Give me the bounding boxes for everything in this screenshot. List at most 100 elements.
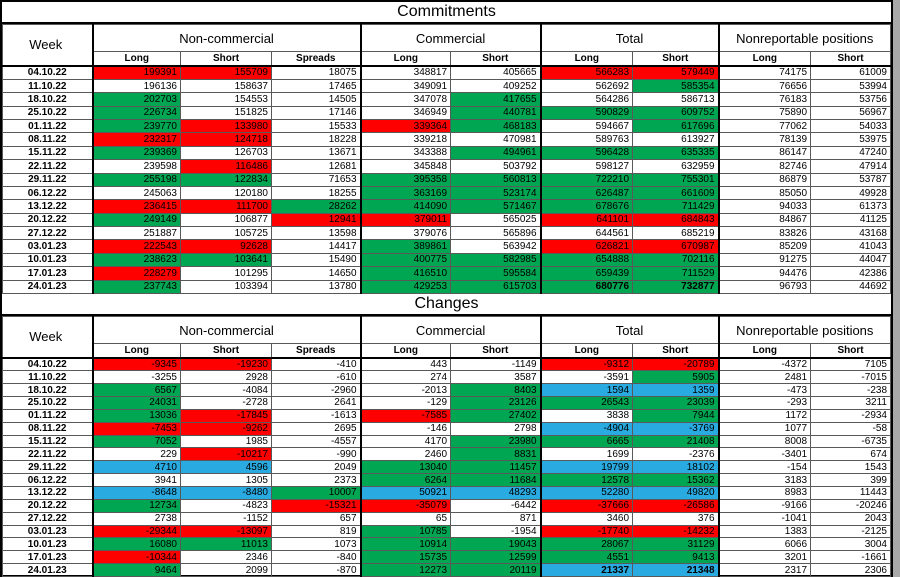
value-cell: 657 bbox=[270, 511, 362, 526]
value-cell: 674 bbox=[810, 447, 891, 462]
value-cell: -129 bbox=[359, 396, 452, 410]
value-cell: -1149 bbox=[450, 356, 542, 372]
value-cell: 732877 bbox=[632, 279, 720, 295]
value-cell: 236415 bbox=[91, 199, 181, 214]
table-row: 03.01.23 -29344 -13097 819 10785 -1954 -17740-… bbox=[2, 524, 891, 539]
value-cell: 222543 bbox=[91, 239, 181, 254]
value-cell: 229 bbox=[91, 447, 181, 462]
header-row: Week Non-commercial Commercial Total Nonrepo… bbox=[2, 24, 891, 66]
value-cell: 585354 bbox=[632, 78, 720, 94]
value-cell: 255198 bbox=[91, 172, 181, 187]
value-cell: 586713 bbox=[632, 92, 720, 107]
value-cell: -8480 bbox=[180, 485, 272, 500]
value-cell: -4904 bbox=[539, 421, 634, 436]
week-cell: 20.12.22 bbox=[2, 498, 93, 513]
value-cell: -840 bbox=[270, 550, 362, 565]
value-cell: -29344 bbox=[91, 524, 181, 539]
value-cell: 1985 bbox=[180, 434, 272, 449]
value-cell: 94033 bbox=[717, 199, 812, 214]
table-row: 20.12.22 12734 -4823 -15321 -35079 -6442 -3766… bbox=[2, 498, 891, 513]
value-cell: 96793 bbox=[717, 279, 812, 295]
value-cell: 5905 bbox=[632, 370, 720, 385]
value-cell: 414090 bbox=[359, 199, 452, 214]
changes-title: Changes bbox=[2, 294, 891, 316]
value-cell: 232317 bbox=[91, 132, 181, 147]
value-cell: 711429 bbox=[632, 199, 720, 214]
week-cell: 25.10.22 bbox=[2, 396, 93, 410]
value-cell: 53787 bbox=[810, 172, 891, 187]
week-cell: 04.10.22 bbox=[2, 356, 93, 372]
value-cell: -7015 bbox=[810, 370, 891, 385]
value-cell: 8008 bbox=[717, 434, 812, 449]
value-cell: 565896 bbox=[450, 226, 542, 241]
value-cell: 13040 bbox=[359, 460, 452, 475]
value-cell: 151825 bbox=[180, 105, 272, 121]
value-cell: 579449 bbox=[632, 65, 720, 80]
week-cell: 27.12.22 bbox=[2, 226, 93, 241]
value-cell: 158637 bbox=[180, 78, 272, 94]
value-cell: 339218 bbox=[359, 132, 452, 147]
table-row: 24.01.23 9464 2099 -870 12273 20119 21337 21348… bbox=[2, 563, 891, 577]
value-cell: -293 bbox=[717, 396, 812, 410]
table-row: 17.01.23 228279 101295 14650 416510 595584 659… bbox=[2, 266, 891, 281]
value-cell: -1041 bbox=[717, 511, 812, 526]
value-cell: 14505 bbox=[270, 92, 362, 107]
week-cell: 03.01.23 bbox=[2, 524, 93, 539]
value-cell: 494961 bbox=[450, 145, 542, 161]
value-cell: 78139 bbox=[717, 132, 812, 147]
group-header: Nonreportable positions bbox=[717, 24, 891, 52]
value-cell: 4710 bbox=[91, 460, 181, 475]
value-cell: 17465 bbox=[270, 78, 362, 94]
value-cell: 685219 bbox=[632, 226, 720, 241]
value-cell: -2728 bbox=[180, 396, 272, 410]
value-cell: 65 bbox=[359, 511, 452, 526]
value-cell: 245063 bbox=[91, 185, 181, 201]
value-cell: 2049 bbox=[270, 460, 362, 475]
value-cell: 82746 bbox=[717, 159, 812, 174]
week-cell: 18.10.22 bbox=[2, 383, 93, 398]
value-cell: 26543 bbox=[539, 396, 634, 410]
week-cell: 24.01.23 bbox=[2, 279, 93, 295]
column-header: Short bbox=[810, 343, 891, 358]
value-cell: 563942 bbox=[450, 239, 542, 254]
table-row: 29.11.22 4710 4596 2049 13040 11457 19799 18102… bbox=[2, 460, 891, 475]
value-cell: 598127 bbox=[539, 159, 634, 174]
value-cell: -2013 bbox=[359, 383, 452, 398]
value-cell: -1613 bbox=[270, 408, 362, 423]
value-cell: 589763 bbox=[539, 132, 634, 147]
value-cell: 17146 bbox=[270, 105, 362, 121]
value-cell: 42386 bbox=[810, 266, 891, 281]
value-cell: -3401 bbox=[717, 447, 812, 462]
value-cell: 4596 bbox=[180, 460, 272, 475]
table-row: 25.10.22 24031 -2728 2641 -129 23126 26543 2303… bbox=[2, 396, 891, 410]
value-cell: 19043 bbox=[450, 537, 542, 552]
value-cell: 10785 bbox=[359, 524, 452, 539]
value-cell: -6442 bbox=[450, 498, 542, 513]
week-column-header: Week bbox=[2, 316, 93, 358]
value-cell: 562692 bbox=[539, 78, 634, 94]
value-cell: 249149 bbox=[91, 212, 181, 228]
table-row: 04.10.22 -9345 -19230 -410 443 -1149 -9312 -207… bbox=[2, 356, 891, 372]
week-cell: 15.11.22 bbox=[2, 434, 93, 449]
value-cell: 379011 bbox=[359, 212, 452, 228]
value-cell: 564286 bbox=[539, 92, 634, 107]
week-cell: 10.01.23 bbox=[2, 537, 93, 552]
week-cell: 11.10.22 bbox=[2, 370, 93, 385]
value-cell: 28067 bbox=[539, 537, 634, 552]
value-cell: 11013 bbox=[180, 537, 272, 552]
value-cell: 1699 bbox=[539, 447, 634, 462]
value-cell: 11457 bbox=[450, 460, 542, 475]
value-cell: 41125 bbox=[810, 212, 891, 228]
value-cell: 2306 bbox=[810, 563, 891, 577]
column-header: Short bbox=[632, 51, 720, 66]
value-cell: 1594 bbox=[539, 383, 634, 398]
value-cell: 1543 bbox=[810, 460, 891, 475]
value-cell: -19230 bbox=[180, 356, 272, 372]
value-cell: -870 bbox=[270, 563, 362, 577]
table-row: 22.11.22 239598 116486 12681 345848 503792 598… bbox=[2, 159, 891, 174]
value-cell: -35079 bbox=[359, 498, 452, 513]
value-cell: 111700 bbox=[180, 199, 272, 214]
value-cell: 3838 bbox=[539, 408, 634, 423]
value-cell: -2376 bbox=[632, 447, 720, 462]
value-cell: -610 bbox=[270, 370, 362, 385]
